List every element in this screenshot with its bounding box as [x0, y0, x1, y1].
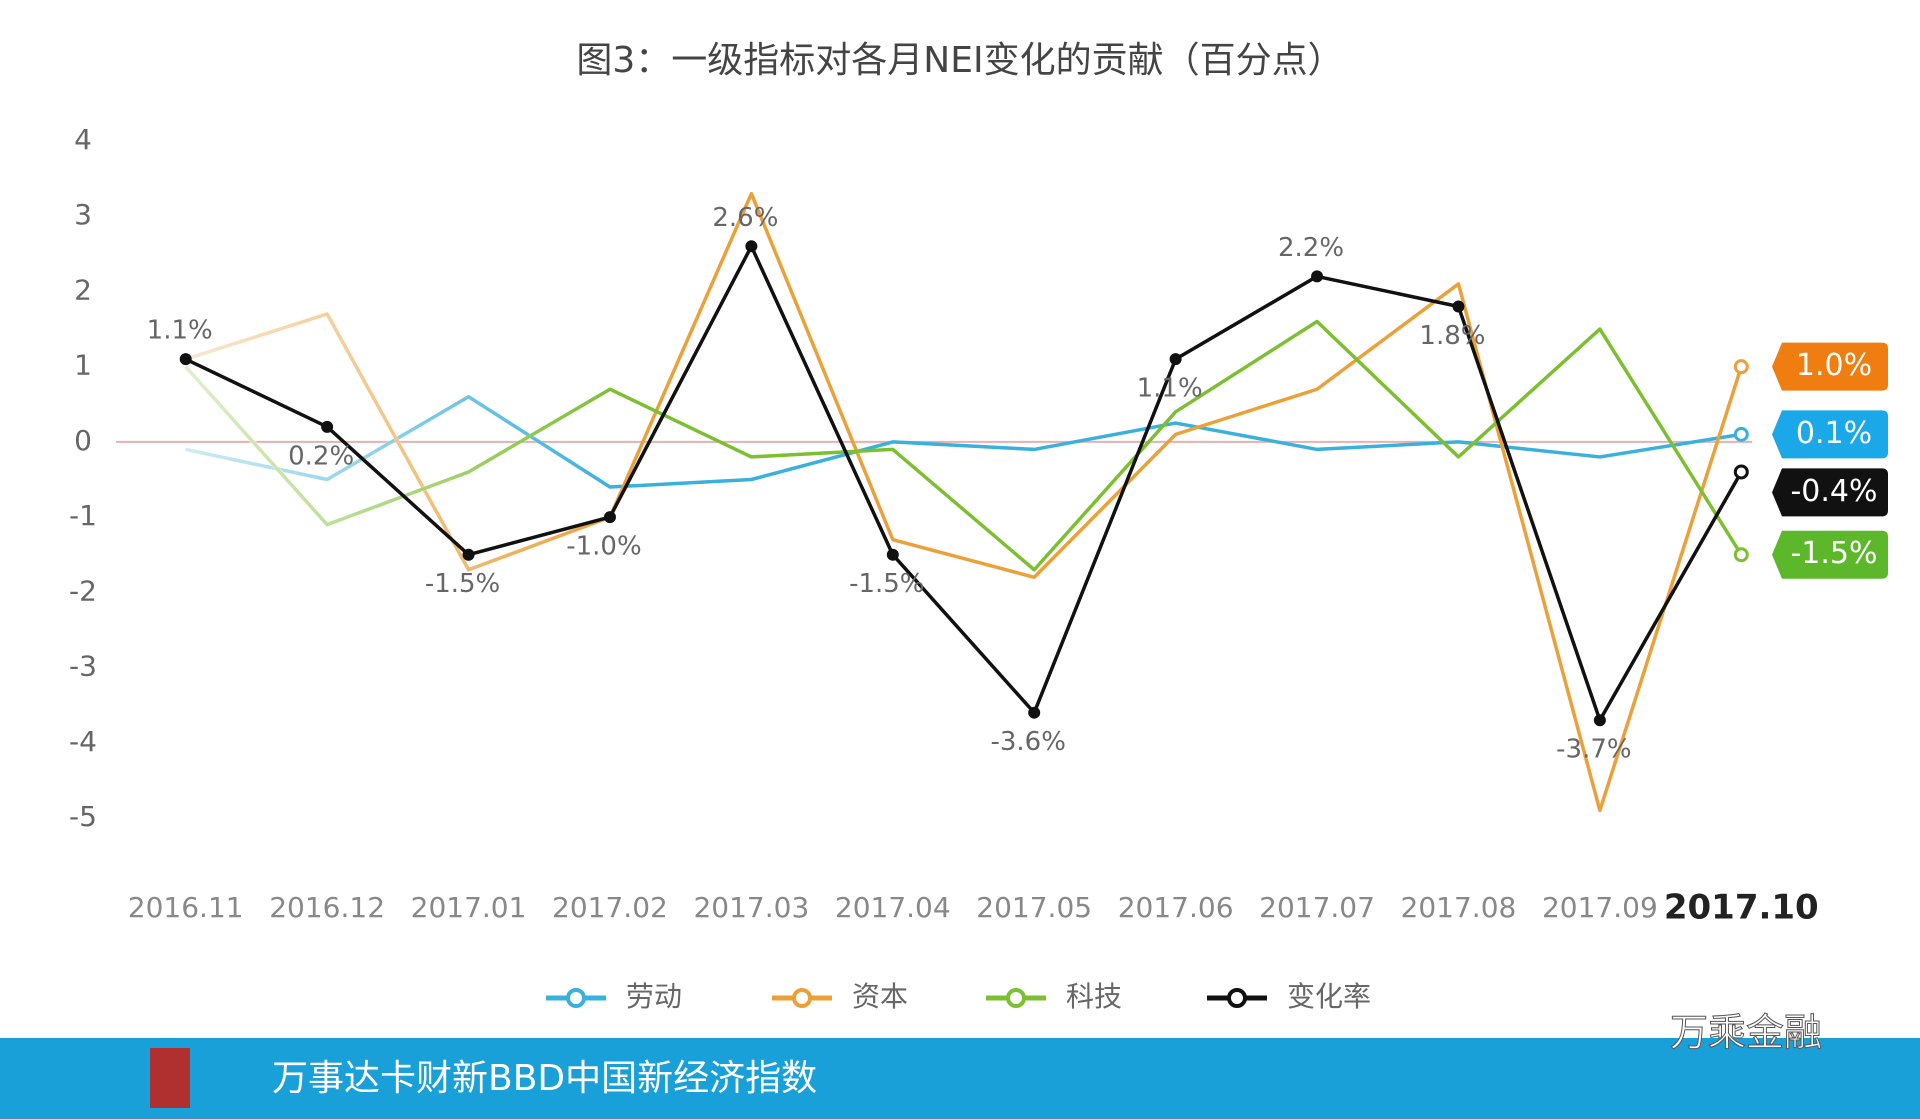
data-label: -3.7%	[1556, 735, 1631, 765]
x-tick-label: 2017.01	[411, 891, 527, 924]
legend-marker	[1227, 988, 1247, 1008]
end-tag	[1772, 342, 1888, 391]
x-tick-label: 2017.09	[1542, 891, 1658, 924]
watermark: 万乘金融	[1670, 1011, 1822, 1055]
footer-logo	[150, 1048, 190, 1108]
x-tick-label: 2017.04	[835, 891, 951, 924]
data-label: -1.5%	[849, 569, 924, 599]
y-tick-label: 4	[74, 123, 92, 156]
y-tick-label: 0	[74, 424, 92, 457]
series-line	[184, 244, 1743, 722]
end-marker	[1733, 464, 1749, 480]
end-marker	[1733, 359, 1749, 375]
end-tag-label: -0.4%	[1790, 474, 1877, 509]
legend-marker	[1006, 988, 1026, 1008]
x-tick-label: 2017.02	[552, 891, 668, 924]
end-tag	[1772, 530, 1888, 579]
point-marker	[745, 240, 758, 253]
x-tick-label: 2017.07	[1259, 891, 1375, 924]
series-line	[185, 191, 1743, 813]
y-tick-label: -1	[69, 499, 97, 532]
fade-overlay	[183, 318, 1744, 574]
x-tick-label: 2017.05	[976, 891, 1092, 924]
y-tick-label: -5	[69, 800, 97, 833]
point-marker	[1028, 706, 1041, 719]
x-tick-label: 2017.06	[1118, 891, 1234, 924]
end-tag-label: 1.0%	[1796, 348, 1872, 383]
x-tick-label: 2017.10	[1664, 888, 1819, 928]
end-tag-label: -1.5%	[1790, 536, 1877, 571]
footer-text: 万事达卡财新BBD中国新经济指数	[272, 1058, 817, 1099]
fade-overlay	[185, 393, 1742, 490]
point-marker	[462, 548, 475, 561]
x-tick-label: 2016.12	[269, 891, 385, 924]
data-label: 2.6%	[712, 203, 778, 233]
end-marker	[1733, 426, 1749, 442]
legend-label: 变化率	[1287, 980, 1371, 1013]
y-tick-label: 3	[74, 198, 92, 231]
fade-overlay	[184, 187, 1744, 820]
end-tag	[1772, 410, 1888, 459]
point-marker	[1593, 714, 1606, 727]
point-marker	[886, 548, 899, 561]
end-tag-label: 0.1%	[1796, 416, 1872, 451]
point-marker	[603, 511, 616, 524]
point-marker	[1311, 270, 1324, 283]
y-tick-label: 2	[74, 273, 92, 306]
x-tick-label: 2016.11	[128, 891, 244, 924]
point-marker	[1169, 353, 1182, 366]
end-tag	[1772, 468, 1888, 517]
data-label: -3.6%	[990, 727, 1065, 757]
y-tick-label: -3	[69, 650, 97, 683]
x-tick-label: 2017.08	[1401, 891, 1517, 924]
chart-title: 图3：一级指标对各月NEI变化的贡献（百分点）	[576, 40, 1343, 81]
data-label: 1.1%	[147, 316, 213, 346]
x-tick-label: 2017.03	[693, 891, 809, 924]
y-tick-label: 1	[74, 349, 92, 382]
data-label: 0.2%	[288, 441, 354, 471]
data-label: 1.1%	[1137, 374, 1203, 404]
point-marker	[321, 420, 334, 433]
data-label: -1.5%	[425, 569, 500, 599]
legend-marker	[566, 988, 586, 1008]
data-label: 2.2%	[1278, 233, 1344, 263]
legend-label: 资本	[852, 980, 908, 1013]
point-marker	[179, 353, 192, 366]
y-tick-label: -2	[69, 574, 97, 607]
end-marker	[1733, 547, 1749, 563]
point-marker	[1452, 300, 1465, 313]
data-label: -1.0%	[566, 532, 641, 562]
legend-label: 劳动	[626, 980, 682, 1013]
data-label: 1.8%	[1419, 321, 1485, 351]
y-tick-label: -4	[69, 725, 97, 758]
legend-label: 科技	[1066, 980, 1122, 1013]
footer-banner	[0, 1038, 1920, 1119]
legend-marker	[792, 988, 812, 1008]
